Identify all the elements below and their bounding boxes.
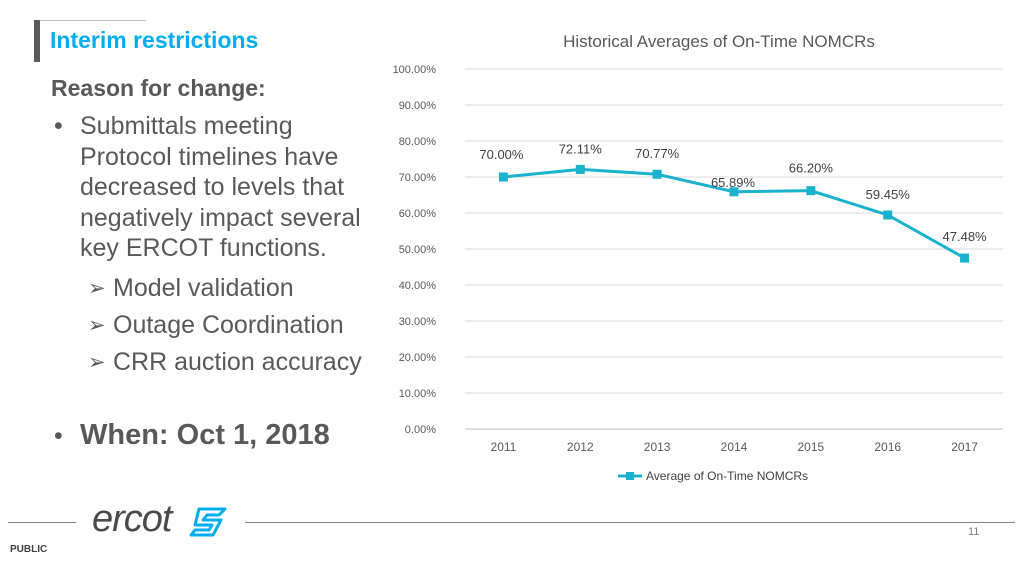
data-point <box>960 253 970 263</box>
sub-bullet-item: ➢ Model validation <box>88 270 381 307</box>
data-label: 66.20% <box>789 161 834 176</box>
title-rule <box>40 20 146 21</box>
x-tick-label: 2014 <box>721 440 748 454</box>
sub-bullet-text: CRR auction accuracy <box>113 347 362 376</box>
y-tick-label: 0.00% <box>405 424 436 436</box>
sub-bullet-list: ➢ Model validation ➢ Outage Coordination… <box>51 270 381 381</box>
bullet-text: Submittals meeting Protocol timelines ha… <box>80 112 361 262</box>
footer-rule-left <box>8 522 76 523</box>
legend-label: Average of On-Time NOMCRs <box>646 469 808 483</box>
y-tick-label: 90.00% <box>399 100 437 112</box>
footer-rule-right <box>245 522 1015 523</box>
classification-label: PUBLIC <box>10 544 48 555</box>
y-tick-label: 100.00% <box>393 64 437 76</box>
data-label: 72.11% <box>559 141 603 156</box>
x-tick-label: 2012 <box>567 440 594 454</box>
y-tick-label: 70.00% <box>399 172 437 184</box>
bullet-marker: • <box>54 422 63 450</box>
y-tick-label: 30.00% <box>399 316 437 328</box>
data-point <box>575 164 585 174</box>
arrow-bullet-icon: ➢ <box>88 313 106 337</box>
data-point <box>729 187 739 197</box>
bullet-marker: • <box>54 112 63 140</box>
data-point <box>883 210 893 220</box>
sub-bullet-text: Model validation <box>113 273 294 302</box>
sub-bullet-text: Outage Coordination <box>113 310 344 339</box>
when-bullet: • When: Oct 1, 2018 <box>51 419 330 452</box>
data-label: 59.45% <box>866 187 911 202</box>
data-label: 70.77% <box>635 146 680 161</box>
title-accent-bar <box>34 20 40 62</box>
data-point <box>652 169 662 179</box>
bullet-item: • Submittals meeting Protocol timelines … <box>51 111 381 264</box>
when-text: When: Oct 1, 2018 <box>80 419 330 451</box>
x-tick-label: 2016 <box>874 440 901 454</box>
y-tick-label: 20.00% <box>399 352 437 364</box>
y-tick-label: 10.00% <box>399 388 437 400</box>
y-tick-label: 40.00% <box>399 280 437 292</box>
data-label: 70.00% <box>479 147 524 162</box>
data-point <box>806 186 816 196</box>
data-label: 65.89% <box>711 175 756 190</box>
sub-bullet-item: ➢ Outage Coordination <box>88 307 381 344</box>
sub-bullet-item: ➢ CRR auction accuracy <box>88 344 381 381</box>
data-point <box>498 172 508 182</box>
y-tick-label: 50.00% <box>399 244 437 256</box>
line-chart: Historical Averages of On-Time NOMCRs 0.0… <box>393 32 1003 483</box>
chart-title: Historical Averages of On-Time NOMCRs <box>563 32 875 51</box>
y-tick-label: 60.00% <box>399 208 437 220</box>
reason-heading: Reason for change: <box>51 75 266 101</box>
page-number: 11 <box>968 526 980 538</box>
x-tick-label: 2015 <box>798 440 825 454</box>
slide-title: Interim restrictions <box>50 27 259 53</box>
ercot-logo-mark-icon <box>189 507 227 537</box>
bullet-list: • Submittals meeting Protocol timelines … <box>51 111 381 381</box>
x-tick-label: 2013 <box>644 440 671 454</box>
y-tick-label: 80.00% <box>399 136 437 148</box>
data-label: 47.48% <box>943 229 988 244</box>
legend-swatch-marker <box>626 472 634 480</box>
x-tick-label: 2017 <box>951 440 978 454</box>
arrow-bullet-icon: ➢ <box>88 350 106 374</box>
x-tick-label: 2011 <box>491 440 517 454</box>
arrow-bullet-icon: ➢ <box>88 276 106 300</box>
ercot-logo: ercot <box>92 498 172 540</box>
